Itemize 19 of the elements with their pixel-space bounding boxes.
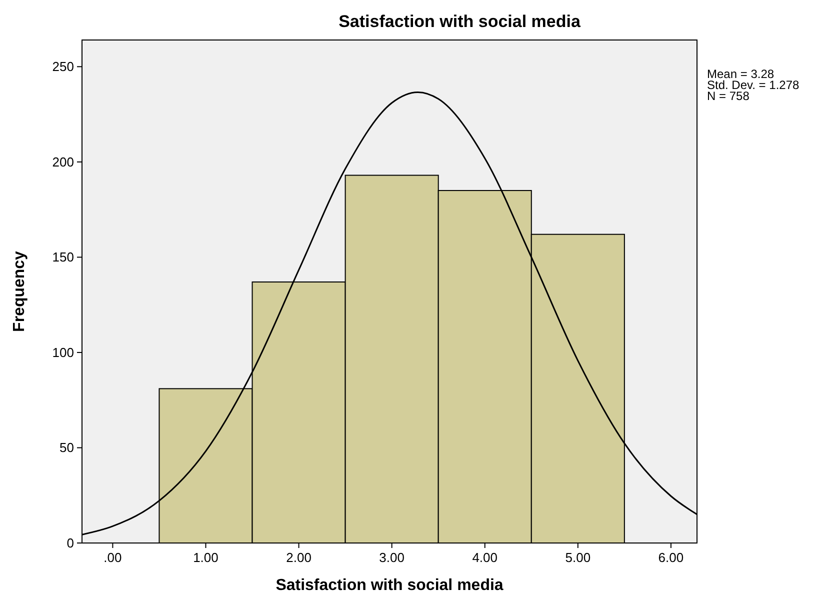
x-tick-label: 6.00 xyxy=(658,550,684,565)
y-tick-label: 200 xyxy=(52,154,74,170)
x-tick-label: .00 xyxy=(104,550,122,565)
y-tick-label: 100 xyxy=(52,344,74,360)
y-tick-label: 0 xyxy=(66,536,74,550)
x-tick-label: 3.00 xyxy=(379,550,404,565)
y-tick-label: 150 xyxy=(52,250,74,265)
text: Mean = 3.28 xyxy=(707,67,774,81)
x-tick-label: 2.00 xyxy=(286,550,312,565)
chart-title: Satisfaction with social media xyxy=(338,12,581,31)
text: Std. Dev. = 1.278 xyxy=(707,78,800,92)
y-tick-label: 50 xyxy=(60,440,74,456)
x-tick-label: 1.00 xyxy=(193,550,218,565)
x-axis-title: Satisfaction with social media xyxy=(276,577,504,594)
y-axis-title: Frequency xyxy=(11,250,28,332)
text: N = 758 xyxy=(707,89,750,103)
x-tick-label: 4.00 xyxy=(472,550,498,565)
y-tick-label: 250 xyxy=(52,59,74,74)
x-tick-label: 5.00 xyxy=(565,550,591,565)
